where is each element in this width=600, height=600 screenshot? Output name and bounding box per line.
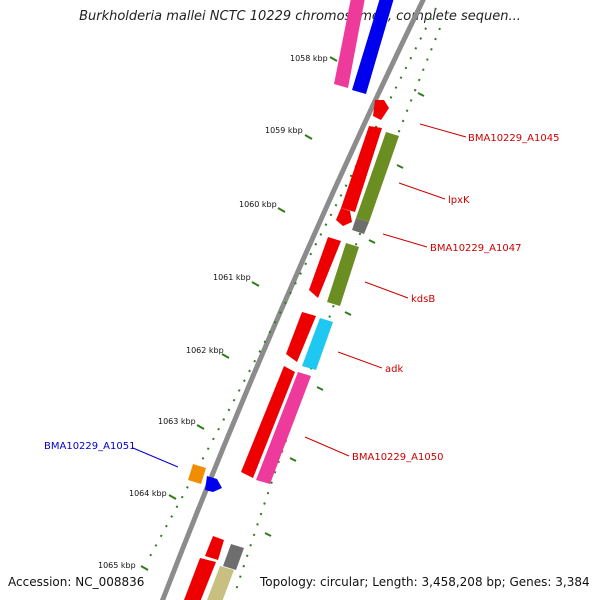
tick-mark — [251, 281, 260, 287]
gene-label-bma10229-a1047[interactable]: BMA10229_A1047 — [430, 243, 521, 254]
callout-line — [337, 351, 383, 369]
tick-label: 1061 kbp — [213, 273, 251, 282]
tick-mark — [277, 207, 286, 213]
gene-feature-red[interactable] — [205, 536, 224, 560]
gene-feature-cyan[interactable] — [302, 318, 333, 370]
gene-label-adk[interactable]: adk — [385, 364, 403, 375]
gene-feature-olive[interactable] — [356, 132, 399, 222]
gene-label-lpxk[interactable]: lpxK — [448, 195, 470, 206]
topology-text: Topology: circular; Length: 3,458,208 bp… — [260, 575, 590, 589]
gene-feature-blue[interactable] — [205, 476, 222, 492]
tick-mark — [221, 353, 230, 359]
callout-line — [132, 447, 179, 468]
gene-feature-red[interactable] — [241, 366, 295, 478]
tick-label: 1060 kbp — [239, 200, 277, 209]
tick-mark — [417, 92, 425, 97]
gene-feature-red[interactable] — [184, 558, 216, 600]
gene-feature-orange[interactable] — [188, 464, 206, 484]
callout-line — [419, 123, 467, 138]
gene-feature-blue[interactable] — [352, 0, 394, 94]
tick-mark — [396, 164, 404, 169]
callout-line — [364, 281, 409, 299]
tick-mark — [168, 494, 177, 500]
gene-label-bma10229-a1051[interactable]: BMA10229_A1051 — [44, 441, 135, 452]
tick-mark — [344, 311, 352, 316]
tick-labels: 1058 kbp 1059 kbp 1060 kbp 1061 kbp 1062… — [98, 54, 328, 570]
genes-inner-strand — [207, 0, 399, 600]
callout-line — [382, 233, 428, 248]
gene-feature-gray[interactable] — [223, 544, 244, 570]
tick-label: 1058 kbp — [290, 54, 328, 63]
gene-feature-red[interactable] — [341, 126, 382, 212]
tick-mark — [140, 565, 149, 571]
gene-label-bma10229-a1045[interactable]: BMA10229_A1045 — [468, 133, 559, 144]
major-ticks-inner — [264, 92, 425, 537]
tick-mark — [329, 56, 338, 62]
tick-label: 1063 kbp — [158, 417, 196, 426]
gene-label-kdsb[interactable]: kdsB — [411, 294, 435, 305]
inner-tick-ring — [235, 27, 441, 591]
tick-mark — [264, 532, 272, 537]
gene-feature-red[interactable] — [309, 237, 341, 298]
tick-label: 1062 kbp — [186, 346, 224, 355]
gene-feature-khaki[interactable] — [207, 566, 234, 600]
map-title: Burkholderia mallei NCTC 10229 chromosom… — [79, 9, 521, 24]
gene-feature-red[interactable] — [373, 100, 389, 120]
tick-mark — [289, 457, 297, 462]
gene-label-bma10229-a1050[interactable]: BMA10229_A1050 — [352, 452, 443, 463]
gene-labels: BMA10229_A1045 lpxK BMA10229_A1047 kdsB … — [44, 133, 559, 463]
tick-mark — [196, 424, 205, 430]
tick-label: 1064 kbp — [129, 489, 167, 498]
gene-feature-red[interactable] — [336, 208, 352, 226]
callout-line — [398, 182, 446, 200]
tick-mark — [368, 239, 376, 244]
major-ticks-outer — [140, 56, 338, 571]
tick-mark — [316, 386, 324, 391]
tick-mark — [304, 134, 313, 140]
gene-feature-gray[interactable] — [352, 218, 369, 234]
tick-label: 1059 kbp — [265, 126, 303, 135]
gene-feature-pink[interactable] — [256, 372, 311, 484]
gene-feature-olive[interactable] — [327, 243, 359, 306]
gene-feature-red[interactable] — [286, 312, 316, 362]
genes-outer-strand — [184, 0, 389, 600]
tick-label: 1065 kbp — [98, 561, 136, 570]
callout-lines — [132, 123, 467, 468]
chromosome-backbone — [159, 0, 426, 600]
accession-text: Accession: NC_008836 — [8, 575, 145, 589]
gene-feature-pink[interactable] — [334, 0, 365, 88]
callout-line — [304, 436, 350, 457]
